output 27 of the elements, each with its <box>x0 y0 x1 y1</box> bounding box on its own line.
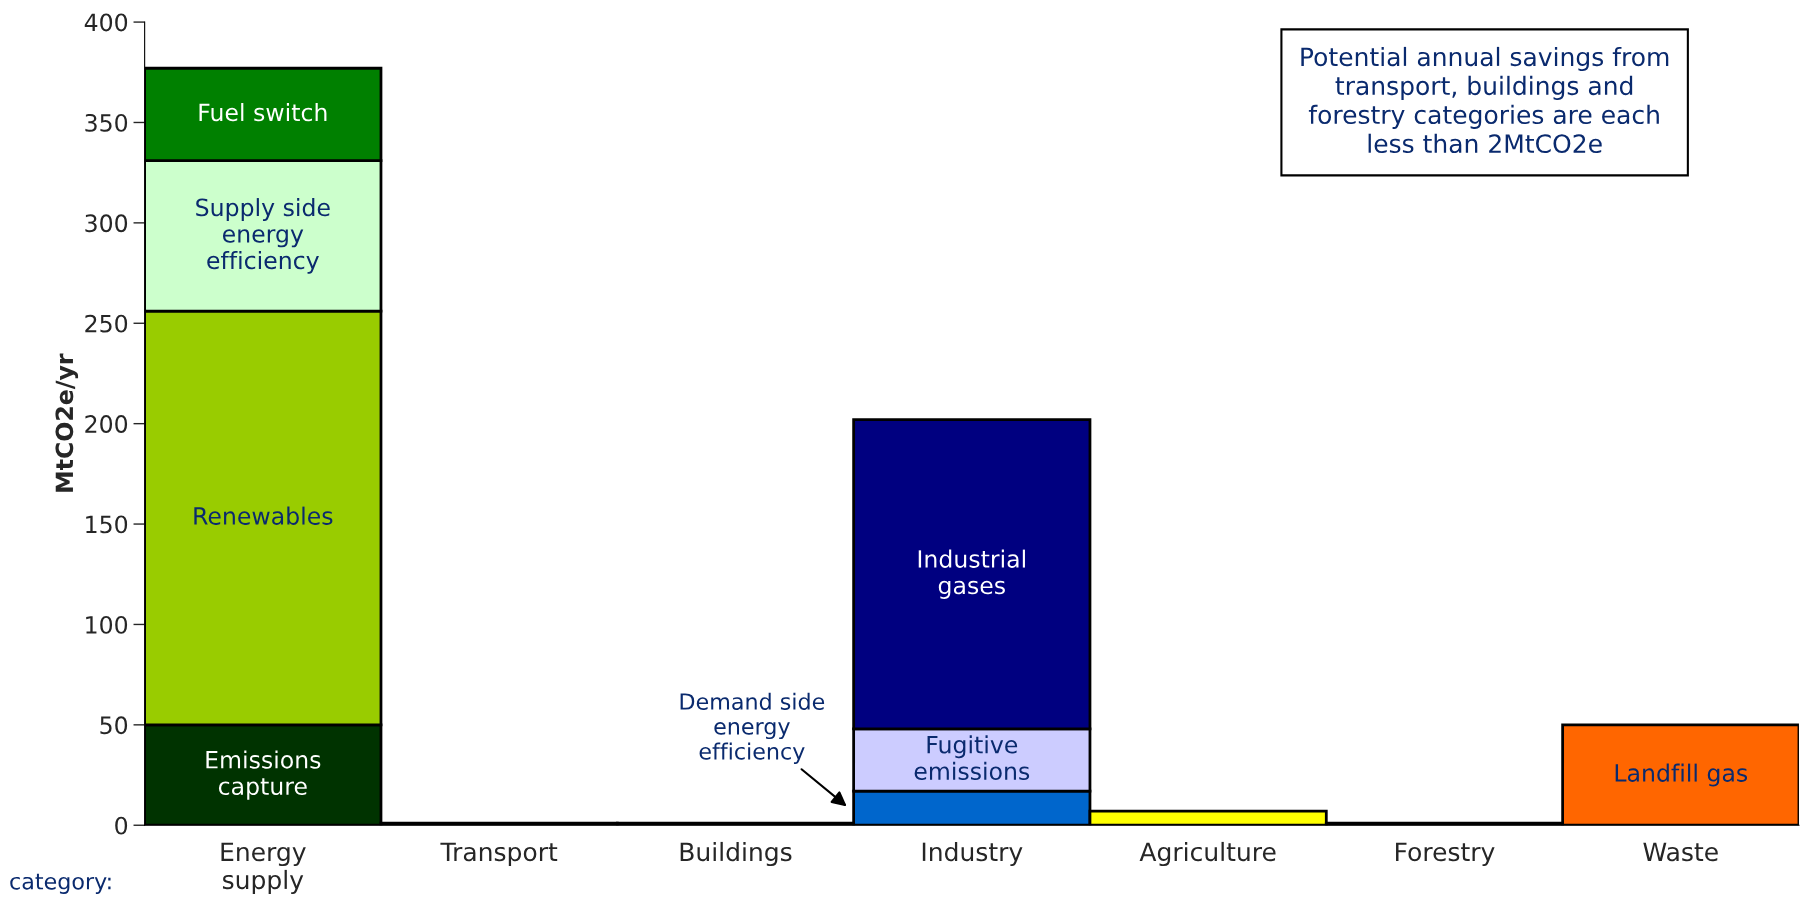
y-tick-label: 400 <box>84 13 128 32</box>
y-tick-label: 50 <box>100 716 128 735</box>
y-tick-label: 0 <box>115 816 128 835</box>
series-label: Fuel switch <box>199 103 327 122</box>
y-tick-label: 300 <box>85 214 128 233</box>
series-label: Renewables <box>194 506 333 525</box>
x-tick-label: Energy supply <box>221 842 306 895</box>
series-label: Demand side energy efficiency <box>680 692 825 764</box>
annotation: Potential annual savings from transport, buildings and forestry categories are each less than 2MtCO2e <box>1301 46 1669 154</box>
x-tick-label: Industry <box>922 841 1023 867</box>
text: category: <box>10 873 111 894</box>
x-tick-label: Waste <box>1643 842 1718 862</box>
y-tick-label: 350 <box>85 113 128 132</box>
x-tick-label: Agriculture <box>1139 841 1276 867</box>
x-tick-label: Buildings <box>680 841 792 867</box>
y-tick-label: 200 <box>85 415 128 433</box>
series-label: Emissions capture <box>206 750 321 800</box>
y-tick-label: 250 <box>85 314 128 333</box>
series-label: Fugitive emissions <box>914 735 1030 781</box>
series-label: Industrial gases <box>918 549 1025 599</box>
y-tick-label: 100 <box>86 615 128 634</box>
series-label: Landfill gas <box>1615 763 1748 787</box>
series-label: Supply side energy efficiency <box>196 198 330 274</box>
x-tick-label: Transport <box>440 842 558 867</box>
x-tick-label: Forestry <box>1396 842 1495 867</box>
y-tick-label: 150 <box>86 515 128 534</box>
y-axis-title: MtCO2e/yr <box>55 353 79 492</box>
